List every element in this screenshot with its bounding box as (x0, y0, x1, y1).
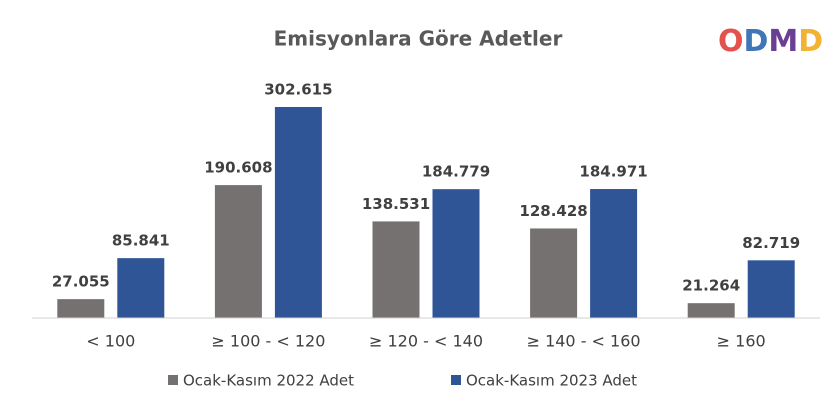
data-label: 184.971 (579, 163, 647, 181)
chart-title: Emisyonlara Göre Adetler (274, 27, 563, 51)
logo-letter: D (798, 24, 823, 59)
data-label: 128.428 (519, 202, 587, 220)
data-label: 190.608 (204, 159, 272, 177)
x-tick-label: ≥ 140 - < 160 (527, 332, 641, 351)
x-tick-label: ≥ 160 (717, 332, 766, 351)
data-label: 82.719 (742, 234, 800, 252)
x-tick-label: < 100 (86, 332, 135, 351)
logo-letter: M (768, 24, 798, 59)
legend-swatch (168, 375, 178, 385)
bar (590, 189, 638, 318)
legend-label: Ocak-Kasım 2023 Adet (466, 372, 637, 390)
data-label: 85.841 (112, 232, 170, 250)
bar (747, 260, 795, 318)
bar (274, 107, 322, 318)
x-tick-label: ≥ 120 - < 140 (369, 332, 483, 351)
logo-letter: O (718, 24, 744, 59)
bar (57, 299, 105, 318)
logo: ODMD (718, 24, 823, 59)
data-label: 138.531 (362, 195, 430, 213)
data-label: 302.615 (264, 81, 332, 99)
bar (687, 303, 735, 318)
bar (372, 221, 420, 318)
x-tick-label: ≥ 100 - < 120 (211, 332, 325, 351)
data-label: 27.055 (52, 273, 110, 291)
bar (117, 258, 165, 318)
bar (530, 228, 578, 318)
logo-letter: D (744, 24, 769, 59)
legend-label: Ocak-Kasım 2022 Adet (183, 372, 354, 390)
data-label: 21.264 (682, 277, 740, 295)
legend-swatch (451, 375, 461, 385)
bar (432, 189, 480, 318)
bar (214, 185, 262, 318)
data-label: 184.779 (422, 163, 490, 181)
